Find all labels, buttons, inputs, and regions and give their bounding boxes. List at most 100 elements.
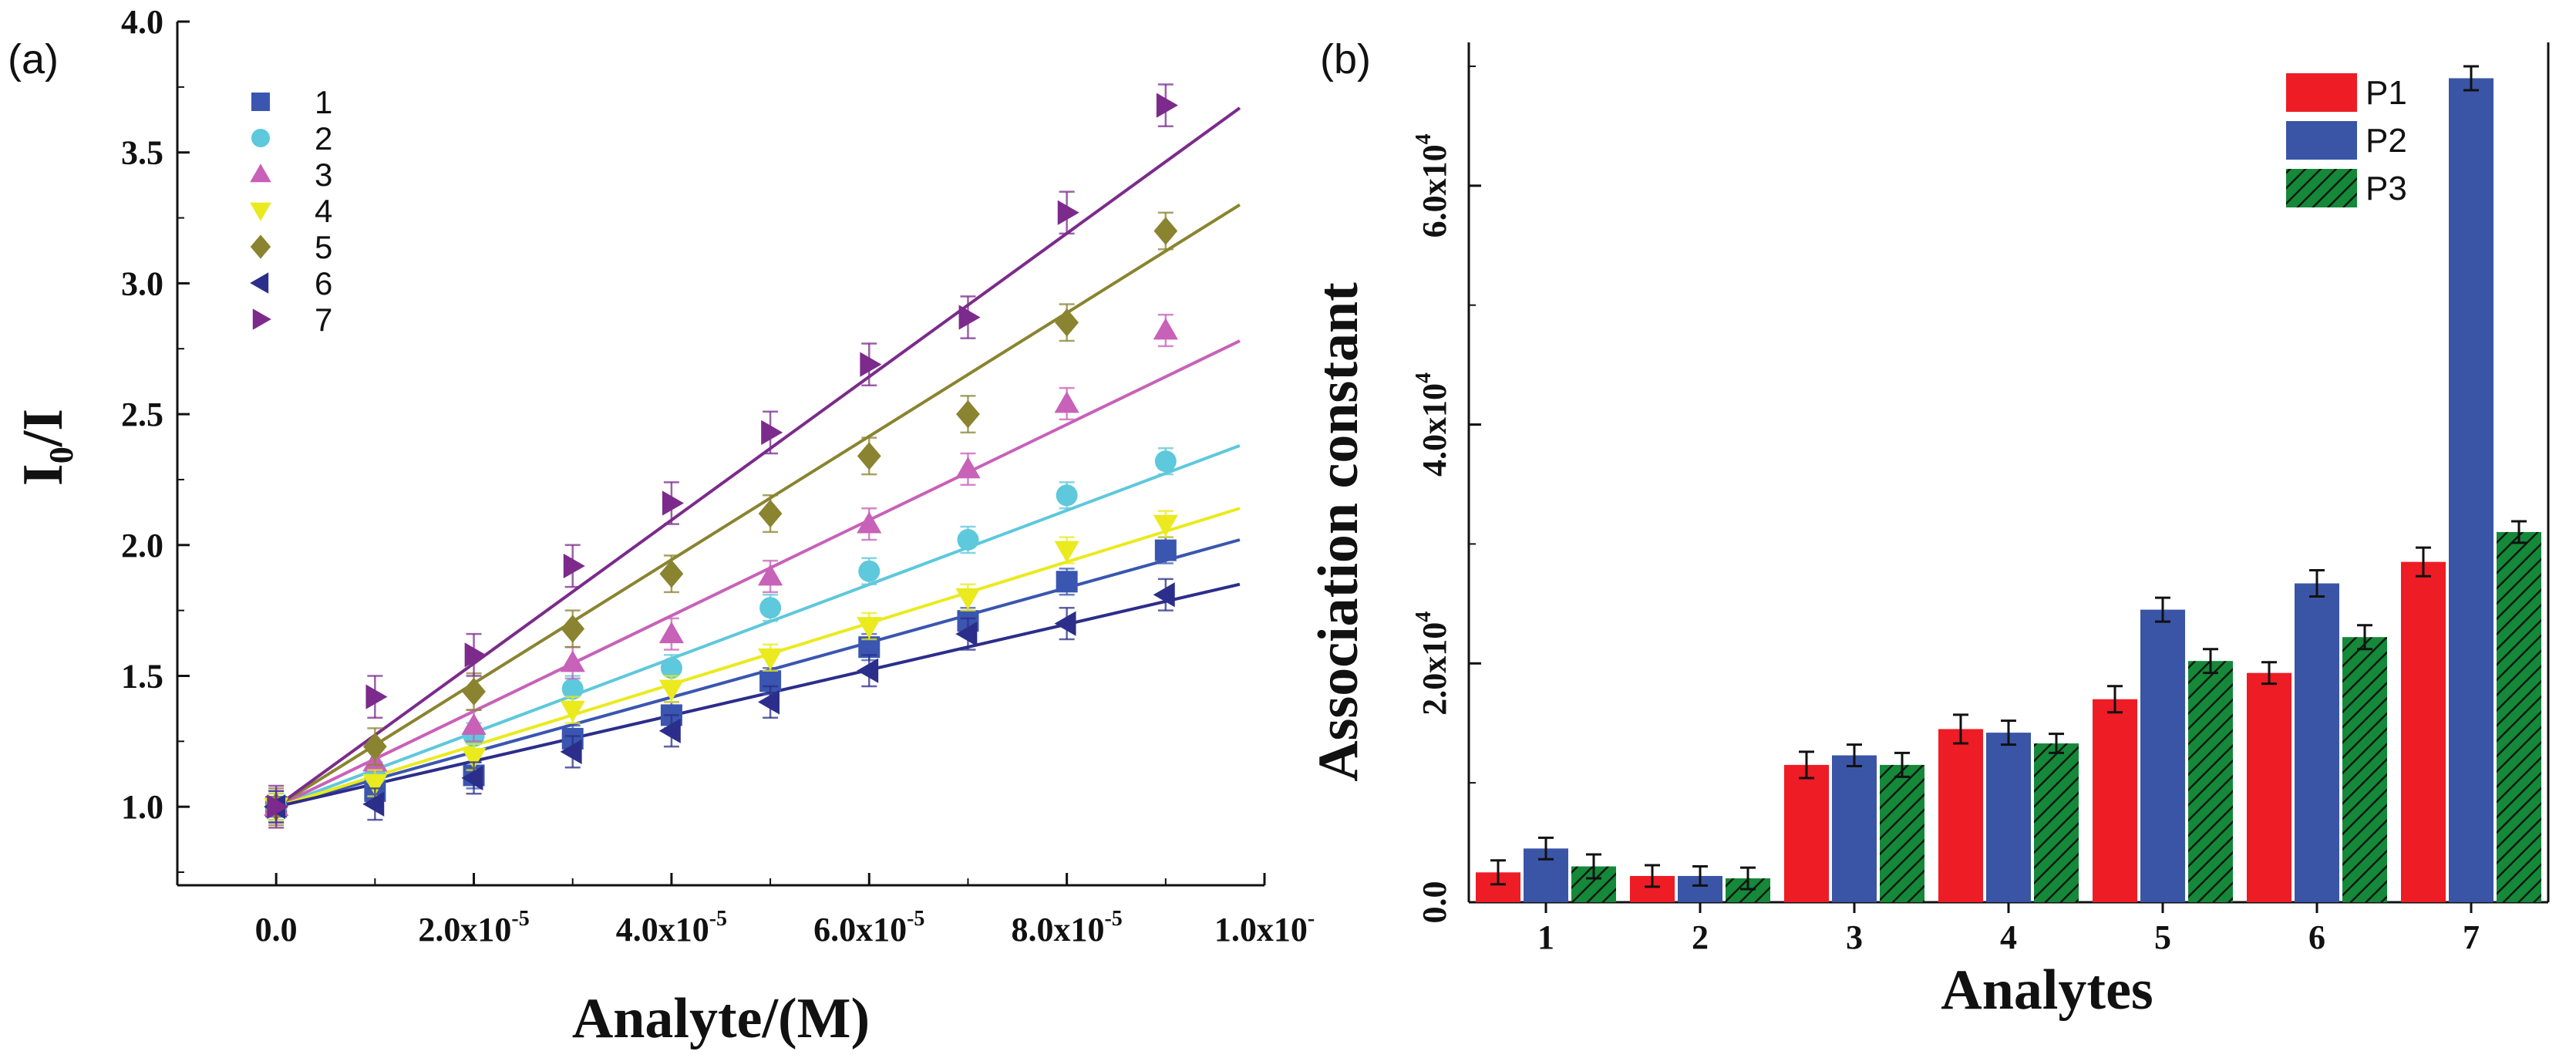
bar-P2-analyte-1	[1524, 836, 1568, 902]
legend-item-series-3: 3	[250, 157, 332, 193]
data-point-series-6	[560, 735, 582, 769]
bar-P1-analyte-2	[1630, 864, 1675, 902]
data-point-series-6	[1153, 578, 1175, 612]
data-point-series-2	[759, 594, 782, 622]
panel-b-x-tick-label: 5	[2154, 918, 2171, 956]
panel-a-y-ticks: 1.0 1.5 2.0 2.5 3.0 3.5 4.0	[121, 3, 190, 874]
data-point-series-7	[958, 295, 981, 339]
bar-P3-analyte-4	[2034, 733, 2079, 902]
bar-P3-analyte-1	[1571, 853, 1616, 902]
bar-P2-analyte-4	[1986, 719, 2031, 902]
data-point-series-3	[1153, 313, 1178, 348]
panel-b-y-tick-label: 2.0x104	[1412, 612, 1453, 716]
data-point-series-4	[757, 643, 783, 672]
bar-P2-analyte-5	[2140, 596, 2185, 902]
data-point-series-3	[658, 617, 685, 651]
bar-P3-analyte-3	[1880, 751, 1924, 902]
legend-label: P3	[2366, 170, 2407, 207]
legend-item-series-2: 2	[251, 120, 332, 157]
data-point-series-7	[1057, 190, 1079, 235]
data-point-series-7	[761, 410, 783, 455]
panel-a-axes	[176, 22, 1264, 887]
panel-a-x-tick-label: 0.0	[255, 911, 298, 948]
legend-label: P1	[2366, 74, 2407, 112]
panel-a-y-tick-label: 1.0	[121, 788, 163, 826]
data-point-series-5	[462, 672, 486, 711]
panel-b-y-ticks: 0.0 2.0x104 4.0x104 6.0x104	[1412, 65, 1481, 924]
fit-line-series-4	[275, 507, 1241, 809]
panel-a-fit-lines	[275, 106, 1241, 809]
data-point-series-1	[1056, 568, 1078, 596]
bar-P1-analyte-7	[2401, 546, 2446, 902]
panel-a-y-tick-label: 1.5	[121, 657, 163, 695]
data-point-series-3	[857, 507, 882, 541]
panel-b-x-tick-label: 1	[1537, 918, 1554, 956]
panel-b-x-tick-label: 3	[1846, 918, 1863, 956]
fit-line-series-3	[275, 339, 1241, 808]
bar-P1-analyte-5	[2093, 685, 2137, 902]
bar-P3-analyte-5	[2188, 648, 2233, 902]
legend-item-series-5: 5	[250, 229, 332, 265]
panel-a-y-axis-title: I0/I	[12, 409, 80, 486]
bar-P1-analyte-1	[1476, 859, 1520, 902]
data-point-series-4	[560, 696, 585, 724]
panel-a-y-tick-label: 2.0	[121, 527, 163, 564]
legend-label: 3	[315, 157, 332, 193]
bar-P2-analyte-7	[2449, 65, 2494, 902]
panel-b-y-tick-label: 4.0x104	[1412, 372, 1453, 477]
data-point-series-3	[560, 645, 585, 680]
panel-a-x-axis-title: Analyte/(M)	[572, 987, 870, 1050]
data-point-series-4	[1054, 536, 1079, 564]
data-point-series-2	[858, 557, 881, 585]
data-point-series-2	[1154, 446, 1177, 476]
panel-a-x-tick-label: 1.0x10-	[1214, 907, 1315, 948]
legend-label: 1	[315, 84, 332, 120]
panel-b-x-ticks: 1 2 3 4 5 6 7	[1537, 902, 2480, 956]
data-point-series-5	[1055, 303, 1079, 342]
panel-a-x-tick-label: 6.0x10-5	[813, 907, 924, 948]
panel-a-y-tick-label: 3.0	[121, 264, 163, 302]
panel-b-bars	[1476, 65, 2541, 902]
legend-item-series-7: 7	[252, 302, 332, 338]
data-point-series-4	[857, 612, 882, 641]
panel-a-y-tick-label: 4.0	[121, 3, 163, 41]
bar-P1-analyte-4	[1938, 713, 1983, 902]
data-point-series-6	[857, 654, 879, 688]
data-point-series-6	[757, 685, 780, 719]
data-point-series-7	[267, 784, 289, 829]
fit-line-series-1	[275, 538, 1241, 809]
panel-a-x-tick-label: 8.0x10-5	[1011, 907, 1122, 948]
panel-a-x-tick-label: 4.0x10-5	[616, 907, 727, 948]
legend-label: 4	[315, 193, 332, 229]
panel-a: (a) 1.0 1.5 2.0 2.5 3.0 3.5 4.0 0.0 2.0x10-5 4.0…	[8, 3, 1315, 1050]
panel-b-x-axis-title: Analytes	[1941, 959, 2153, 1022]
bar-P2-analyte-3	[1832, 743, 1877, 902]
legend-item-series-1: 1	[251, 84, 332, 120]
fit-line-series-6	[275, 582, 1241, 809]
bar-P3-analyte-6	[2342, 624, 2387, 902]
legend-label: P2	[2366, 122, 2407, 160]
data-point-series-2	[957, 525, 979, 554]
data-point-series-2	[1056, 481, 1078, 510]
data-point-series-5	[758, 494, 783, 534]
legend-label: 5	[315, 229, 332, 265]
panel-b-x-tick-label: 7	[2463, 918, 2480, 956]
bar-P3-analyte-2	[1726, 866, 1770, 902]
panel-b-y-tick-label: 0.0	[1416, 881, 1453, 924]
legend-label: 2	[315, 120, 332, 157]
data-point-series-5	[1153, 211, 1178, 251]
legend-item-P2: P2	[2286, 121, 2407, 160]
bar-P2-analyte-2	[1678, 865, 1722, 902]
data-point-series-5	[659, 554, 684, 594]
bar-P3-analyte-7	[2497, 520, 2541, 902]
data-point-series-3	[757, 559, 783, 594]
data-point-series-3	[955, 452, 981, 486]
data-point-series-7	[365, 675, 388, 719]
panel-b-x-tick-label: 2	[1692, 918, 1709, 956]
panel-a-x-ticks: 0.0 2.0x10-5 4.0x10-5 6.0x10-5 8.0x10-5 1.0x1…	[255, 873, 1315, 948]
legend-item-series-4: 4	[250, 193, 332, 229]
data-point-series-5	[362, 727, 387, 767]
data-point-series-4	[1153, 510, 1178, 538]
